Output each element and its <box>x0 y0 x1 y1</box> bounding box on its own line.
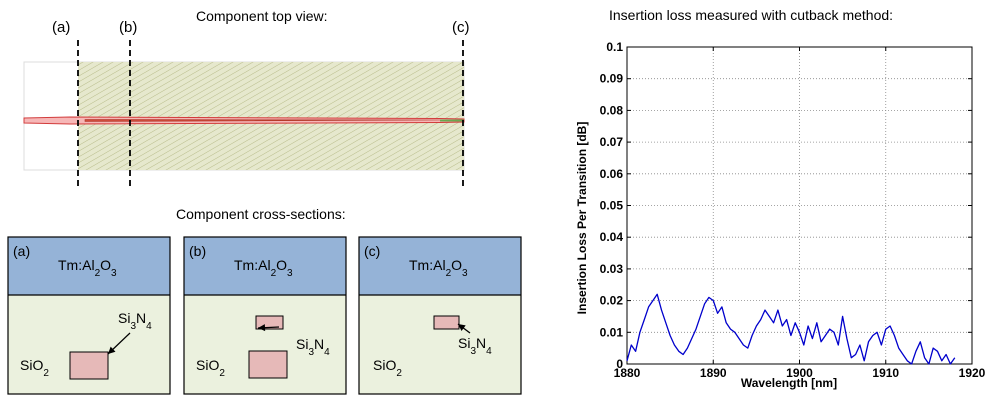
core-arrowhead-c <box>458 324 466 331</box>
x-tick-label: 1880 <box>614 366 641 380</box>
core-arrowhead-a <box>108 346 116 354</box>
marker-a-label: (a) <box>52 19 71 36</box>
cladding-layer-b <box>184 237 346 295</box>
substrate-label-c: SiO2 <box>373 357 402 379</box>
cladding-hatch-area <box>78 62 464 170</box>
y-tick-label: 0.07 <box>600 135 624 149</box>
panel-frame-a <box>7 236 171 395</box>
x-tick-label: 1920 <box>959 366 986 380</box>
y-tick-label: 0.1 <box>606 40 623 54</box>
substrate-layer-c <box>359 295 521 394</box>
y-tick-label: 0.08 <box>600 103 624 117</box>
panel-label-a: (a) <box>13 243 30 259</box>
x-tick-label: 1900 <box>786 366 813 380</box>
core-label-b: Si3N4 <box>296 336 330 358</box>
chart-title: Insertion loss measured with cutback met… <box>609 7 894 23</box>
series-line <box>626 293 956 365</box>
lower-core-b <box>248 350 288 379</box>
top-view-diagram <box>23 40 465 190</box>
marker-b-label: (b) <box>119 19 138 36</box>
cladding-label-c: Tm:Al2O3 <box>409 257 468 279</box>
core-label-c: Si3N4 <box>458 335 492 357</box>
y-tick-label: 0.02 <box>600 294 624 308</box>
cladding-label-a: Tm:Al2O3 <box>58 257 117 279</box>
y-tick-label: 0.05 <box>600 199 624 213</box>
core-a <box>69 351 109 380</box>
y-tick-label: 0.01 <box>600 325 624 339</box>
waveguide-taper-inner <box>84 119 441 122</box>
core-label-a: Si3N4 <box>118 310 152 332</box>
cladding-label-b: Tm:Al2O3 <box>234 257 293 279</box>
y-tick-label: 0.03 <box>600 262 624 276</box>
x-tick-label: 1890 <box>700 366 727 380</box>
y-tick-label: 0.09 <box>600 72 624 86</box>
cladding-layer-c <box>359 237 521 295</box>
substrate-label-b: SiO2 <box>196 357 225 379</box>
y-axis-label: Insertion Loss Per Transition [dB] <box>575 122 589 315</box>
y-tick-label: 0.04 <box>600 230 624 244</box>
core-c <box>433 315 460 330</box>
x-tick-label: 1910 <box>872 366 899 380</box>
cross-sections-title: Component cross-sections: <box>176 206 346 222</box>
marker-c-label: (c) <box>452 19 470 36</box>
core-arrowhead-b <box>258 324 266 332</box>
panel-frame-c <box>358 236 522 395</box>
panel-frame-b <box>183 236 347 395</box>
substrate-label-a: SiO2 <box>20 357 49 379</box>
x-axis-label: Wavelength [nm] <box>741 376 837 390</box>
insertion-loss-chart: 1880 1890 1900 1910 1920 0 0.01 0.02 0.03 0.04 0.0… <box>575 40 986 390</box>
y-tick-label: 0.06 <box>600 167 624 181</box>
y-tick-label: 0 <box>616 357 623 371</box>
panel-label-b: (b) <box>189 243 206 259</box>
top-view-title: Component top view: <box>196 8 328 24</box>
cladding-layer-a <box>8 237 170 295</box>
panel-label-c: (c) <box>364 243 380 259</box>
